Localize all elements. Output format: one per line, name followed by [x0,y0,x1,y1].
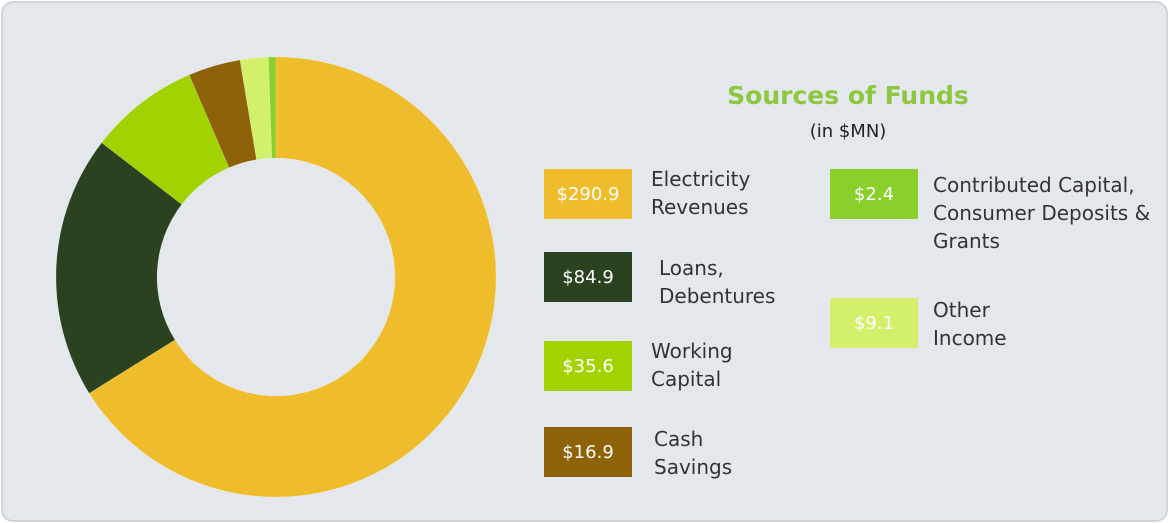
legend-swatch: $35.6 [544,341,632,391]
legend-swatch: $2.4 [830,169,918,219]
chart-title: Sources of Funds [727,81,969,110]
legend-label: Electricity Revenues [651,167,751,219]
legend-label: Other Income [933,298,1007,350]
donut-slice [101,74,230,205]
legend-label: Contributed Capital, Consumer Deposits &… [933,173,1151,253]
donut-slice [268,56,277,159]
legend-label: Working Capital [651,339,733,391]
chart-subtitle: (in $MN) [809,121,887,142]
legend-swatch: $84.9 [544,252,632,302]
legend-swatch: $16.9 [544,427,632,477]
donut-slice [239,56,273,160]
donut-slice [55,142,183,394]
donut-slice [88,56,497,498]
legend-swatch: $9.1 [830,298,918,348]
legend-label: Cash Savings [654,427,733,479]
legend-swatch: $290.9 [544,169,632,219]
donut-chart [55,56,497,498]
legend-label: Loans, Debentures [659,256,776,308]
